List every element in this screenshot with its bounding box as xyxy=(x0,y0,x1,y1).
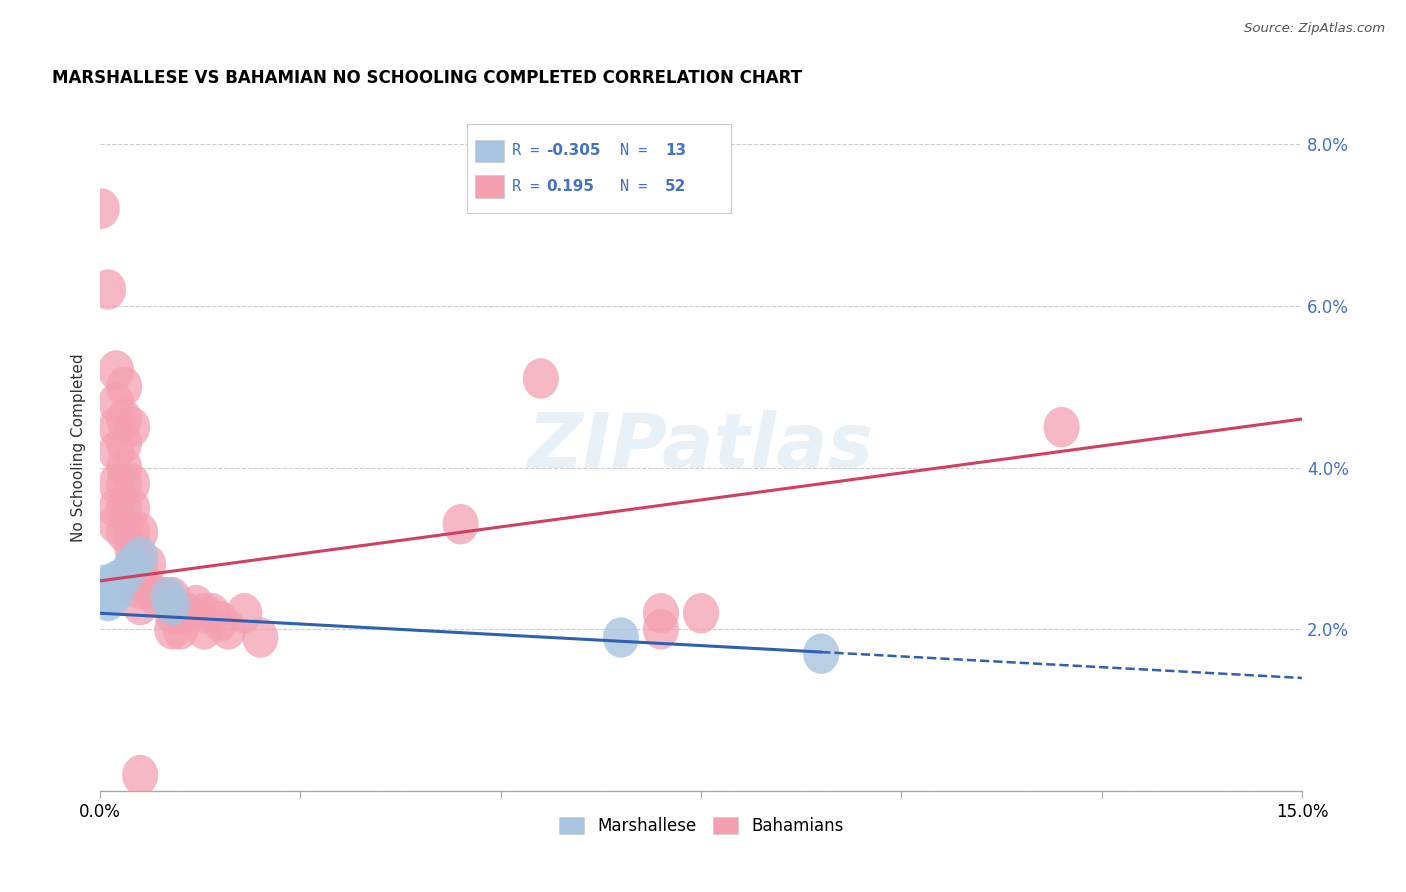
Ellipse shape xyxy=(146,577,183,617)
Ellipse shape xyxy=(114,512,150,552)
Ellipse shape xyxy=(114,464,150,504)
Ellipse shape xyxy=(98,464,134,504)
Ellipse shape xyxy=(138,577,174,617)
Ellipse shape xyxy=(603,617,638,657)
Ellipse shape xyxy=(226,593,263,633)
Ellipse shape xyxy=(683,593,718,633)
Ellipse shape xyxy=(90,581,127,622)
Ellipse shape xyxy=(105,557,142,597)
Ellipse shape xyxy=(114,544,150,585)
Ellipse shape xyxy=(122,560,159,601)
Ellipse shape xyxy=(162,609,198,649)
Ellipse shape xyxy=(114,407,150,447)
Text: Source: ZipAtlas.com: Source: ZipAtlas.com xyxy=(1244,22,1385,36)
Text: ZIPatlas: ZIPatlas xyxy=(529,410,875,484)
Ellipse shape xyxy=(122,569,159,609)
Ellipse shape xyxy=(150,577,186,617)
Ellipse shape xyxy=(122,544,159,585)
Y-axis label: No Schooling Completed: No Schooling Completed xyxy=(72,353,86,541)
Ellipse shape xyxy=(105,464,142,504)
Ellipse shape xyxy=(90,573,127,613)
Ellipse shape xyxy=(122,585,159,625)
Ellipse shape xyxy=(105,399,142,439)
Ellipse shape xyxy=(105,367,142,407)
Ellipse shape xyxy=(105,447,142,488)
Ellipse shape xyxy=(443,504,478,544)
Ellipse shape xyxy=(643,609,679,649)
Ellipse shape xyxy=(114,528,150,569)
Ellipse shape xyxy=(122,755,159,796)
Ellipse shape xyxy=(162,593,198,633)
Ellipse shape xyxy=(98,560,134,601)
Ellipse shape xyxy=(98,351,134,391)
Ellipse shape xyxy=(1043,407,1080,447)
Text: MARSHALLESE VS BAHAMIAN NO SCHOOLING COMPLETED CORRELATION CHART: MARSHALLESE VS BAHAMIAN NO SCHOOLING COM… xyxy=(52,69,801,87)
Ellipse shape xyxy=(98,383,134,423)
Ellipse shape xyxy=(523,359,558,399)
Ellipse shape xyxy=(105,488,142,528)
Ellipse shape xyxy=(122,512,159,552)
Ellipse shape xyxy=(155,585,190,625)
Ellipse shape xyxy=(186,609,222,649)
Ellipse shape xyxy=(242,617,278,657)
Ellipse shape xyxy=(114,488,150,528)
Ellipse shape xyxy=(105,423,142,464)
Ellipse shape xyxy=(194,593,231,633)
Legend: Marshallese, Bahamians: Marshallese, Bahamians xyxy=(553,810,851,841)
Ellipse shape xyxy=(179,585,214,625)
Ellipse shape xyxy=(105,512,142,552)
Ellipse shape xyxy=(202,601,239,641)
Ellipse shape xyxy=(98,407,134,447)
Ellipse shape xyxy=(122,536,159,577)
Ellipse shape xyxy=(98,431,134,472)
Ellipse shape xyxy=(114,544,150,585)
Ellipse shape xyxy=(90,269,127,310)
Ellipse shape xyxy=(186,593,222,633)
Ellipse shape xyxy=(155,609,190,649)
Ellipse shape xyxy=(643,593,679,633)
Ellipse shape xyxy=(131,544,166,585)
Ellipse shape xyxy=(94,565,131,605)
Ellipse shape xyxy=(803,633,839,674)
Ellipse shape xyxy=(98,488,134,528)
Ellipse shape xyxy=(155,593,190,633)
Ellipse shape xyxy=(98,504,134,544)
Ellipse shape xyxy=(98,573,134,613)
Ellipse shape xyxy=(211,609,246,649)
Ellipse shape xyxy=(155,577,190,617)
Ellipse shape xyxy=(170,593,207,633)
Ellipse shape xyxy=(84,188,120,228)
Ellipse shape xyxy=(131,569,166,609)
Ellipse shape xyxy=(86,565,122,605)
